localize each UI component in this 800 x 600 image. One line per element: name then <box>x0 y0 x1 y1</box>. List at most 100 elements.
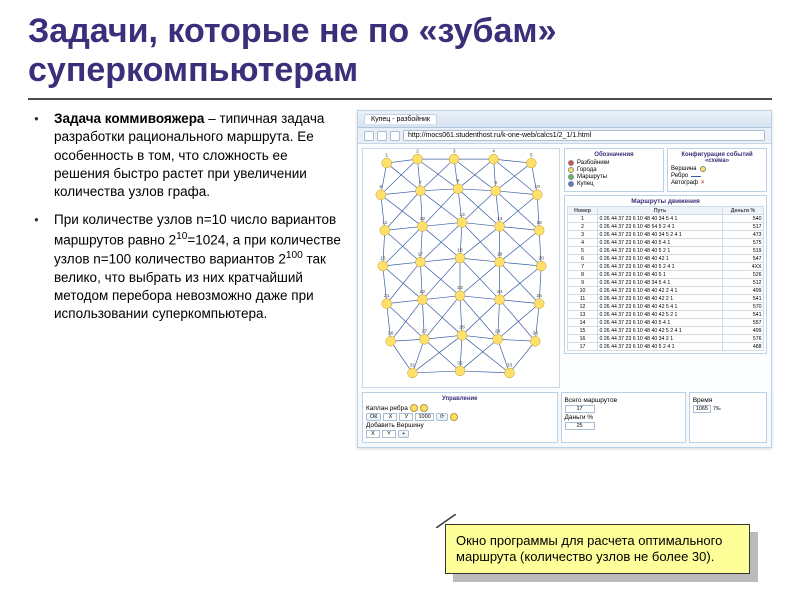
bullet-1-bold: Задача коммивояжера <box>54 111 204 126</box>
svg-text:14: 14 <box>497 216 503 222</box>
table-row[interactable]: 120 26 44 37 23 6 10 48 40 42 5 4 1570 <box>568 303 764 311</box>
table-row[interactable]: 140 26 44 37 23 6 10 48 40 5 4 1557 <box>568 319 764 327</box>
reload-button[interactable] <box>390 131 400 141</box>
slide-title: Задачи, которые не по «зубам» суперкомпь… <box>0 0 800 98</box>
svg-text:15: 15 <box>536 220 542 226</box>
y-input[interactable]: У <box>399 413 413 421</box>
svg-text:17: 17 <box>418 252 424 258</box>
table-row[interactable]: 150 26 44 37 23 6 10 48 40 42 5 2 4 1499 <box>568 327 764 335</box>
table-row[interactable]: 160 26 44 37 23 6 10 48 40 34 2 1576 <box>568 335 764 343</box>
routes-title: Маршруты движения <box>567 198 764 205</box>
svg-text:7: 7 <box>419 180 422 186</box>
legend-symbols: Обозначения РазбойникиГородаМаршрутыКупе… <box>564 148 664 192</box>
address-bar[interactable]: http://mocs061.studenthost.ru/k-one-web/… <box>403 130 765 141</box>
w-input[interactable]: 1000 <box>415 413 433 421</box>
svg-text:18: 18 <box>457 248 463 254</box>
time-panel: Время 1065 7‰ <box>689 392 767 443</box>
svg-text:9: 9 <box>494 180 497 186</box>
svg-text:26: 26 <box>388 331 394 337</box>
svg-text:6: 6 <box>379 184 382 190</box>
add-vertex-button[interactable]: + <box>398 430 409 438</box>
legend-item: Города <box>568 167 660 173</box>
table-row[interactable]: 90 26 44 37 23 6 10 48 34 5 4 1512 <box>568 279 764 287</box>
svg-text:32: 32 <box>457 361 463 367</box>
x-input[interactable]: X <box>383 413 397 421</box>
legend-item: Маршруты <box>568 174 660 180</box>
routes-table: НомерПутьДеньги % 10 26 44 37 23 6 10 48… <box>567 206 764 351</box>
graph-panel[interactable]: 1234567891011121314151617181920212223242… <box>362 148 560 388</box>
vx-input[interactable]: X <box>366 430 380 438</box>
svg-text:20: 20 <box>538 256 544 262</box>
table-row[interactable]: 60 26 44 37 23 6 10 48 40 42 1547 <box>568 255 764 263</box>
table-row[interactable]: 20 26 44 37 23 6 10 48 54 5 2 4 1517 <box>568 223 764 231</box>
legend-item: Разбойники <box>568 160 660 166</box>
routes-panel: Маршруты движения НомерПутьДеньги % 10 2… <box>564 195 767 354</box>
svg-text:4: 4 <box>492 149 495 155</box>
svg-text:33: 33 <box>507 363 513 369</box>
legend-item: Купец <box>568 181 660 187</box>
controls-title: Управление <box>366 396 554 402</box>
stats-panel: Всего маршрутов 17 Даньги % 25 <box>561 392 686 443</box>
node-icon-a[interactable] <box>410 404 418 412</box>
browser-tab[interactable]: Купец - разбойник <box>364 114 437 124</box>
table-row[interactable]: 100 26 44 37 23 6 10 48 40 42 2 4 1499 <box>568 287 764 295</box>
svg-text:31: 31 <box>410 363 416 369</box>
table-row[interactable]: 170 26 44 37 23 6 10 48 40 5 2 4 1488 <box>568 343 764 351</box>
browser-tabs: Купец - разбойник <box>358 111 771 128</box>
svg-text:13: 13 <box>459 212 465 218</box>
svg-text:23: 23 <box>457 285 463 291</box>
table-row[interactable]: 40 26 44 37 23 6 10 48 40 5 4 1575 <box>568 239 764 247</box>
legend-item: Автограф× <box>671 180 763 186</box>
time-label: Время <box>693 397 713 404</box>
controls-panel: Управление Каплан ребра ОК X У 1000 ⟳ <box>362 392 558 443</box>
bullet-1: Задача коммивояжера – типичная задача ра… <box>42 110 343 201</box>
routes-count-value: 17 <box>565 405 595 413</box>
svg-text:19: 19 <box>497 252 503 258</box>
svg-text:24: 24 <box>497 289 503 295</box>
ok-button[interactable]: ОК <box>366 413 381 421</box>
svg-text:27: 27 <box>422 329 428 335</box>
svg-text:21: 21 <box>384 293 390 299</box>
legend-schema-title: Конфигурация событий «схема» <box>671 152 763 164</box>
svg-text:2: 2 <box>416 149 419 155</box>
time-value: 1065 <box>693 405 711 413</box>
legend-symbols-title: Обозначения <box>568 152 660 158</box>
svg-text:29: 29 <box>495 329 501 335</box>
node-icon-c[interactable] <box>450 413 458 421</box>
svg-text:3: 3 <box>453 149 456 155</box>
vy-input[interactable]: Y <box>382 430 396 438</box>
svg-text:16: 16 <box>380 256 386 262</box>
svg-text:8: 8 <box>457 178 460 184</box>
svg-text:10: 10 <box>534 184 540 190</box>
table-row[interactable]: 10 26 44 37 23 6 10 48 40 34 5 4 1540 <box>568 215 764 223</box>
table-row[interactable]: 110 26 44 37 23 6 10 48 40 42 2 1541 <box>568 295 764 303</box>
body-text-column: Задача коммивояжера – типичная задача ра… <box>28 110 343 448</box>
legend-item: Ребро <box>671 173 763 179</box>
title-underline <box>28 98 772 100</box>
node-icon-b[interactable] <box>420 404 428 412</box>
table-row[interactable]: 80 26 44 37 23 6 10 48 40 5 1526 <box>568 271 764 279</box>
legend-schema: Конфигурация событий «схема» ВершинаРебр… <box>667 148 767 192</box>
svg-text:28: 28 <box>459 325 465 331</box>
svg-text:12: 12 <box>420 216 426 222</box>
svg-text:30: 30 <box>532 331 538 337</box>
caption-box: Окно программы для расчета оптимального … <box>445 524 750 575</box>
browser-toolbar: http://mocs061.studenthost.ru/k-one-web/… <box>358 128 771 144</box>
table-row[interactable]: 30 26 44 37 23 6 10 48 40 34 5 2 4 1473 <box>568 231 764 239</box>
svg-text:22: 22 <box>420 289 426 295</box>
ok2-button[interactable]: ⟳ <box>436 413 449 421</box>
back-button[interactable] <box>364 131 374 141</box>
routes-count-label: Всего маршрутов <box>565 397 618 404</box>
edge-label: Каплан ребра <box>366 405 408 412</box>
vertex-label: Добавить Вершину <box>366 422 424 429</box>
svg-text:11: 11 <box>382 220 387 226</box>
legend-item: Вершина <box>671 166 763 172</box>
program-window: Купец - разбойник http://mocs061.student… <box>357 110 772 448</box>
table-row[interactable]: 130 26 44 37 23 6 10 48 40 42 5 2 1541 <box>568 311 764 319</box>
svg-text:1: 1 <box>385 153 388 159</box>
money-value: 25 <box>565 422 595 430</box>
table-row[interactable]: 50 26 44 37 23 6 10 48 40 5 2 1519 <box>568 247 764 255</box>
table-row[interactable]: 70 26 44 37 23 6 10 48 40 5 2 4 14XX <box>568 263 764 271</box>
forward-button[interactable] <box>377 131 387 141</box>
svg-text:25: 25 <box>536 293 542 299</box>
